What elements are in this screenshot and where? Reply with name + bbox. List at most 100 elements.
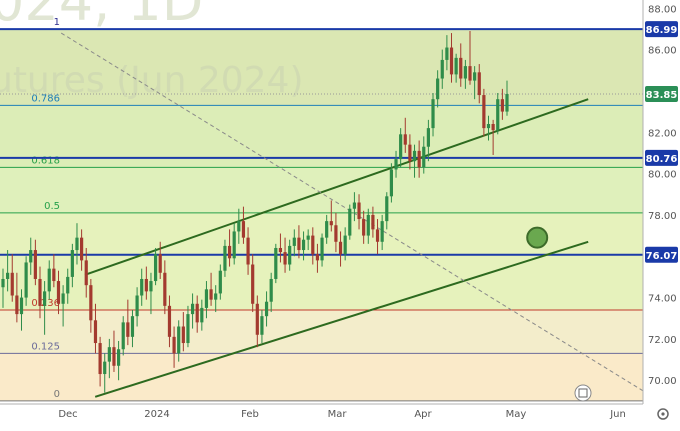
candle-body [237,221,241,232]
candle-body [121,322,125,350]
candle-body [6,272,10,279]
candle-body [417,150,421,168]
candle-body [61,293,65,304]
candle-body [107,347,111,362]
candle [334,212,338,253]
candle [163,260,167,315]
candle-body [93,320,98,344]
channel-upper-line [84,98,589,276]
candle [6,250,10,292]
x-axis-panel [0,404,680,427]
candles-layer [1,30,509,393]
candle [246,227,250,275]
candle-body [422,146,426,168]
candle [486,115,491,141]
candle [149,272,153,315]
y-axis-panel [643,0,680,427]
candle [98,336,102,387]
candle-body [130,316,135,337]
candle-body [297,237,301,251]
settings-gear-icon[interactable] [657,408,669,420]
candle [223,239,227,277]
candle [84,247,88,298]
fib-band-top [0,0,643,30]
x-tick-label: Jun [609,409,626,420]
candle [209,272,213,306]
candle-body [288,245,292,265]
candle [116,340,121,381]
y-tick-label: 86.00 [648,46,677,57]
go-to-date-circle[interactable] [574,384,592,402]
candle [66,268,70,304]
candle-body [477,72,481,96]
target-marker-circle [526,226,549,249]
candle [241,206,246,244]
current-price-label: 83.85 [645,86,678,103]
candle [93,303,98,354]
candle-body [15,295,19,315]
candle-body [348,208,352,236]
candle-body [1,278,5,288]
candle-body [260,316,264,335]
candle-body [463,66,467,79]
price-labels-layer: 86.99 80.76 76.07 83.85 [645,21,678,263]
candle [33,239,37,286]
x-tick-label: Mar [328,409,348,420]
candle [505,80,509,116]
candle-body [84,260,88,286]
go-to-date-icon[interactable] [574,384,592,402]
y-tick-label: 88.00 [648,4,677,15]
fib-band [0,29,643,106]
gear-hub[interactable] [661,412,665,416]
candle [227,229,232,267]
fib-ratio-label: 0.786 [31,93,60,104]
candle-body [47,268,51,292]
price-line-label-box [645,21,678,38]
candle-body [10,272,14,296]
candle-body [186,314,190,344]
candle-body [190,303,195,315]
candle [112,330,116,372]
candle [61,285,65,327]
candle [292,229,296,257]
gear-ring[interactable] [657,408,669,420]
candle [403,117,407,153]
candle [218,264,222,300]
candle-body [38,278,42,306]
candle-body [412,150,417,162]
y-tick-label: 72.00 [648,335,677,346]
price-line-label-text: 80.76 [646,154,678,165]
y-tick-label: 70.00 [648,376,677,387]
y-tick-label: 80.00 [648,170,677,181]
candle [338,231,343,267]
candle-body [149,281,153,292]
candle [29,237,33,275]
candle-body [204,289,209,308]
candle-body [325,221,329,238]
candle [190,293,195,329]
x-tick-label: May [506,409,527,420]
candle-body [352,202,357,209]
channel-lower-line [94,240,589,398]
candle [380,214,384,251]
candle [167,295,172,348]
candle [43,281,47,335]
candle [15,272,19,323]
candle-body [116,349,121,366]
candle-body [140,278,144,296]
candle-body [445,47,449,60]
watermark-layer: 024, 1D utures (Jun 2024) [0,0,304,101]
fib-band [0,167,643,213]
candle [463,59,467,89]
price-line-label-text: 86.99 [646,25,678,36]
candle [288,239,292,271]
candle-body [315,254,320,261]
candle-body [482,95,486,129]
candle-body [172,336,176,354]
candle [412,144,417,178]
candle-body [89,285,93,321]
go-to-date-glyph[interactable] [578,388,588,398]
candle [491,119,495,155]
candle-body [144,278,148,292]
candle [468,30,472,85]
